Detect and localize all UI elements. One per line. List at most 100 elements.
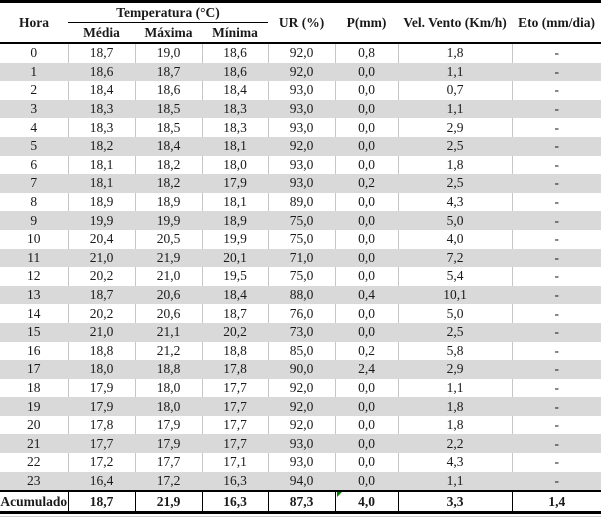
table-cell: 18,2 <box>67 136 135 156</box>
table-cell: 7 <box>0 174 68 193</box>
table-cell: 10,1 <box>397 285 513 305</box>
table-row: 11 21,0 21,9 20,1 71,0 0,0 7,2- <box>0 248 601 268</box>
table-cell: 92,0 <box>267 136 336 156</box>
accumulated-eto: 1,4 <box>511 491 601 513</box>
table-cell: 17,7 <box>201 434 269 454</box>
table-cell: 22 <box>27 454 41 470</box>
table-cell: 14 <box>27 305 41 321</box>
table-cell: 18,9 <box>67 192 135 212</box>
table-cell: 20,6 <box>134 304 202 323</box>
table-cell: 21,1 <box>134 322 202 342</box>
table-cell: - <box>511 192 601 212</box>
table-row: 2 18,4 18,6 18,4 93,0 0,0 0,7- <box>0 81 601 100</box>
table-cell: 16,4 <box>67 471 135 492</box>
table-cell: 0,0 <box>334 99 399 119</box>
table-cell: 17,2 <box>134 471 202 492</box>
table-row: 3 18,3 18,5 18,3 93,0 0,0 1,1- <box>0 99 601 119</box>
table-row: 19 17,9 18,0 17,7 92,0 0,0 1,8- <box>0 397 601 416</box>
table-cell: 17,7 <box>201 378 269 398</box>
table-cell: 2,5 <box>397 136 513 156</box>
accumulated-label: Acumulado <box>0 491 68 513</box>
table-cell: 92,0 <box>267 43 336 63</box>
table-cell: 0,0 <box>334 453 399 472</box>
table-cell: 20,6 <box>134 285 202 305</box>
table-cell: 18,8 <box>134 360 202 379</box>
table-cell: 15 <box>0 322 68 342</box>
accumulated-vel-vento: 3,3 <box>397 491 513 513</box>
table-cell: 12 <box>27 268 41 284</box>
table-cell: 17,9 <box>134 434 202 454</box>
table-cell: 0,4 <box>334 285 399 305</box>
table-cell: 21,0 <box>134 267 202 286</box>
accumulated-row: Acumulado 18,7 21,9 16,3 87,3 4,0 3,3 1,… <box>0 491 601 513</box>
table-cell: 18,6 <box>67 62 135 82</box>
table-cell: 18 <box>27 379 41 395</box>
table-cell: - <box>511 248 601 268</box>
table-cell: 93,0 <box>267 174 336 193</box>
table-cell: 19,9 <box>201 229 269 249</box>
header-row-top: Hora Temperatura (°C) UR (%) P(mm) Vel. … <box>0 1 601 43</box>
table-row: 13 18,7 20,6 18,4 88,0 0,4 10,1- <box>0 285 601 305</box>
table-cell: - <box>511 81 601 100</box>
table-cell: 75,0 <box>267 267 336 286</box>
table-cell: 19,9 <box>67 211 135 230</box>
table-cell: 75,0 <box>267 211 336 230</box>
table-cell: 19 <box>0 397 68 416</box>
table-cell: 93,0 <box>267 434 336 454</box>
table-cell: 76,0 <box>267 304 336 323</box>
table-cell: 93,0 <box>267 155 336 175</box>
table-cell: 2,4 <box>334 360 399 379</box>
table-cell: - <box>511 285 601 305</box>
table-cell: 0,0 <box>334 434 399 454</box>
table-cell: 18,3 <box>67 99 135 119</box>
table-cell: 85,0 <box>267 341 336 361</box>
column-header-p: P(mm) <box>335 1 399 43</box>
table-cell: 17,7 <box>201 415 269 435</box>
table-cell: 18,6 <box>134 81 202 100</box>
table-cell: 1,8 <box>397 415 513 435</box>
table-cell: - <box>511 453 601 472</box>
table-cell: 0 <box>30 45 38 61</box>
accumulated-p: 4,0 <box>334 491 399 513</box>
table-cell: 18,5 <box>134 118 202 137</box>
table-cell: 19,5 <box>201 267 269 286</box>
table-cell: 0,0 <box>334 155 399 175</box>
table-cell: 2,2 <box>397 434 513 454</box>
table-cell: 4,0 <box>397 229 513 249</box>
table-row: 18 17,9 18,0 17,7 92,0 0,0 1,1- <box>0 378 601 398</box>
table-cell: 0,0 <box>334 136 399 156</box>
column-header-eto: Eto (mm/dia) <box>512 1 601 43</box>
table-cell: 4 <box>30 119 38 135</box>
table-cell: 18,5 <box>134 99 202 119</box>
table-cell: 18,1 <box>67 174 135 193</box>
table-cell: 18,3 <box>67 118 135 137</box>
table-cell: 0,8 <box>334 43 399 63</box>
table-cell: - <box>511 378 601 398</box>
table-row: 14 20,2 20,6 18,7 76,0 0,0 5,0- <box>0 304 601 323</box>
table-cell: 7,2 <box>397 248 513 268</box>
accumulated-media: 18,7 <box>67 491 135 513</box>
table-cell: 17,9 <box>67 397 135 416</box>
table-cell: 18,0 <box>134 378 202 398</box>
table-cell: 18,7 <box>201 304 269 323</box>
table-cell: 18,4 <box>134 136 202 156</box>
table-cell: 18,7 <box>134 62 202 82</box>
table-cell: 0,0 <box>334 322 399 342</box>
table-cell: - <box>511 62 601 82</box>
table-row: 7 18,1 18,2 17,9 93,0 0,2 2,5- <box>0 174 601 193</box>
table-cell: 89,0 <box>267 192 336 212</box>
table-cell: 92,0 <box>267 397 336 416</box>
table-cell: 0,0 <box>334 267 399 286</box>
table-cell: 18,3 <box>201 99 269 119</box>
table-cell: 18,0 <box>67 360 135 379</box>
table-cell: 92,0 <box>267 62 336 82</box>
table-cell: 8 <box>30 194 38 210</box>
table-cell: 88,0 <box>267 285 336 305</box>
table-cell: 1,8 <box>397 155 513 175</box>
table-cell: 18,6 <box>201 62 269 82</box>
table-row: 10 20,4 20,5 19,9 75,0 0,0 4,0- <box>0 229 601 249</box>
table-row: 6 18,1 18,2 18,0 93,0 0,0 1,8- <box>0 155 601 175</box>
table-cell: 75,0 <box>267 229 336 249</box>
